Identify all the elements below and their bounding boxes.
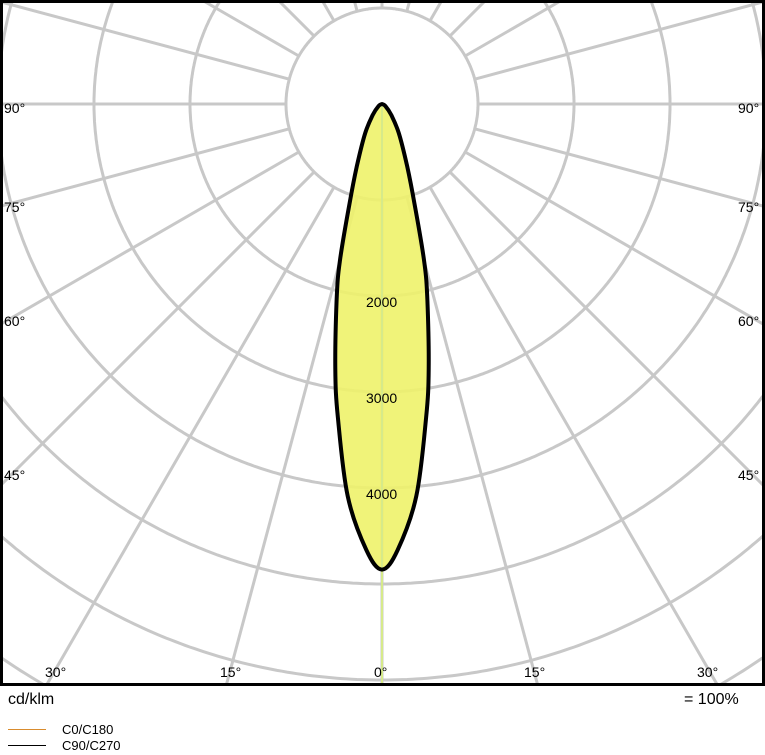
scale-note: = 100% <box>684 691 739 708</box>
grid-radial-line <box>428 0 444 22</box>
grid-radial-line <box>448 170 765 489</box>
legend-label-c0-c180: C0/C180 <box>62 722 114 737</box>
grid-ring <box>188 0 576 298</box>
angle-label-left-75: 75° <box>4 199 26 215</box>
ring-label-3000: 3000 <box>366 390 398 406</box>
grid-ring <box>0 656 764 686</box>
grid-radial-line <box>0 150 300 326</box>
angle-label-left-60: 60° <box>4 313 26 329</box>
grid-radial-line <box>0 0 290 81</box>
legend-item-c0-c180: C0/C180 <box>8 722 113 737</box>
angle-label-right-75: 75° <box>738 199 760 215</box>
grid-radial-line <box>201 0 300 58</box>
grid-radial-line <box>276 0 316 38</box>
grid-radial-line <box>0 127 290 208</box>
grid-radial-line <box>448 0 488 38</box>
angle-label-right-45: 45° <box>738 467 760 483</box>
legend-swatch-c0-c180 <box>8 729 46 730</box>
angle-label-left-45: 45° <box>4 467 26 483</box>
plot-frame <box>0 0 765 686</box>
legend-swatch-c90-c270 <box>8 745 46 746</box>
grid-ring <box>284 6 480 202</box>
angle-label-left-90: 90° <box>4 100 26 116</box>
grid-radial-line <box>474 0 765 81</box>
unit-label: cd/klm <box>8 691 55 708</box>
angle-label-bottom-15-right: 15° <box>524 664 546 680</box>
grid-ring <box>0 395 764 586</box>
curve-c90-c270 <box>333 102 431 572</box>
grid-radial-line <box>320 0 336 22</box>
legend-item-c90-c270: C90/C270 <box>8 738 121 753</box>
legend-label-c90-c270: C90/C270 <box>62 738 121 753</box>
angle-label-bottom-30-right: 30° <box>697 664 719 680</box>
grid-ring <box>0 534 765 682</box>
ring-label-2000: 2000 <box>366 294 398 310</box>
polar-grid <box>0 0 765 686</box>
grid-ring <box>0 0 765 490</box>
polar-chart <box>0 0 765 686</box>
angle-label-right-60: 60° <box>738 313 760 329</box>
grid-radial-line <box>0 170 316 488</box>
grid-radial-line <box>224 196 359 686</box>
ring-label-4000: 4000 <box>366 486 398 502</box>
grid-radial-line <box>464 150 765 327</box>
angle-label-bottom-0: 0° <box>374 664 388 680</box>
angle-label-bottom-30-left: 30° <box>45 664 67 680</box>
grid-radial-line <box>464 0 563 58</box>
grid-ring <box>92 0 672 394</box>
angle-label-bottom-15-left: 15° <box>220 664 242 680</box>
curves <box>333 102 431 686</box>
angle-label-right-90: 90° <box>738 100 760 116</box>
grid-radial-line <box>474 127 765 209</box>
grid-radial-line <box>405 196 540 686</box>
